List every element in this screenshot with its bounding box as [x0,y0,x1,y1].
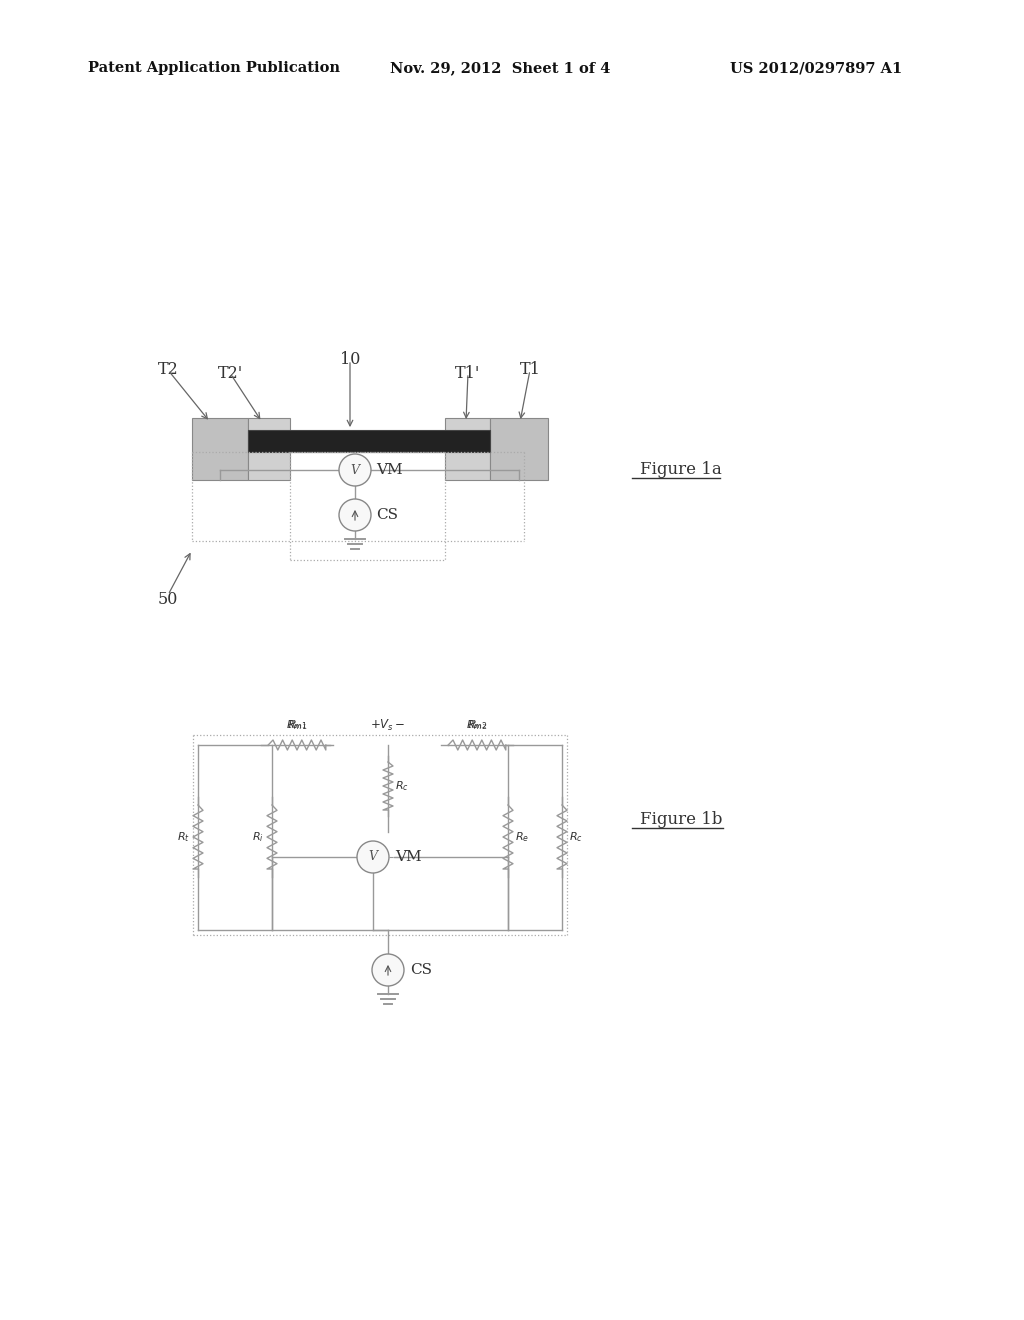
Text: CS: CS [376,508,398,521]
Text: $R_i$: $R_i$ [252,830,264,843]
Text: $R_{m2}$: $R_{m2}$ [466,718,487,731]
Text: Nov. 29, 2012  Sheet 1 of 4: Nov. 29, 2012 Sheet 1 of 4 [390,61,610,75]
Text: CS: CS [410,964,432,977]
Text: 50: 50 [158,591,178,609]
Text: Figure 1a: Figure 1a [640,462,722,479]
Text: Rₘ₁: Rₘ₁ [287,719,307,730]
Text: $R_c$: $R_c$ [395,779,409,793]
Bar [248,418,290,480]
Bar [445,418,490,480]
Text: T2: T2 [158,362,178,379]
Text: Patent Application Publication: Patent Application Publication [88,61,340,75]
Circle shape [372,954,404,986]
Circle shape [339,454,371,486]
Text: 10: 10 [340,351,360,368]
Circle shape [339,499,371,531]
Bar [490,418,548,480]
Text: $+V_s-$: $+V_s-$ [371,718,406,733]
Circle shape [357,841,389,873]
Text: T1: T1 [519,362,541,379]
Bar [248,430,490,451]
Bar [193,418,248,480]
Text: Figure 1b: Figure 1b [640,812,723,829]
Text: V: V [369,850,378,863]
Text: $R_{m1}$: $R_{m1}$ [287,718,308,731]
Text: $R_e$: $R_e$ [515,830,529,843]
Text: VM: VM [395,850,422,865]
Text: $R_c$: $R_c$ [569,830,583,843]
Text: VM: VM [376,463,402,477]
Text: Rₘ₂: Rₘ₂ [467,719,486,730]
Text: V: V [350,463,359,477]
Text: $R_t$: $R_t$ [177,830,190,843]
Text: T2': T2' [217,364,243,381]
Text: T1': T1' [456,364,480,381]
Text: US 2012/0297897 A1: US 2012/0297897 A1 [730,61,902,75]
